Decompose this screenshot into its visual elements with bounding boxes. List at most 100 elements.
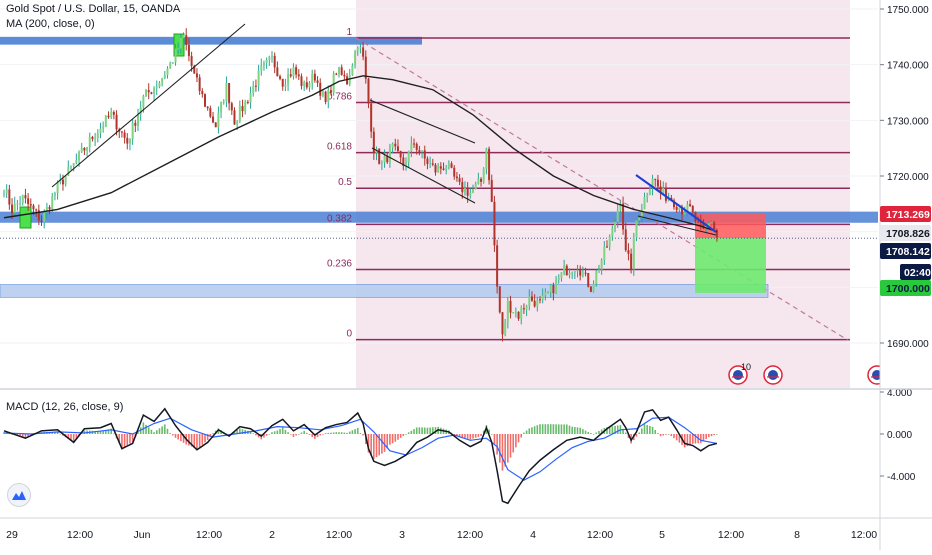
macd-hist-bar <box>566 424 568 434</box>
macd-hist-bar <box>340 432 343 434</box>
macd-hist-bar <box>8 433 11 435</box>
macd-hist-bar <box>147 427 150 434</box>
candle-body <box>498 286 501 313</box>
candle-body <box>646 194 649 198</box>
candle-body <box>485 148 488 169</box>
candle-body <box>313 73 316 81</box>
candle-body <box>431 163 434 165</box>
price-tag-label: 1700.000 <box>886 283 930 295</box>
macd-hist-bar <box>469 434 472 440</box>
macd-hist-bar <box>493 434 496 445</box>
candle-body <box>16 203 19 205</box>
macd-hist-bar <box>330 432 332 434</box>
macd-legend[interactable]: MACD (12, 26, close, 9) <box>6 401 124 413</box>
macd-hist-bar <box>509 434 512 458</box>
support-zone <box>0 211 878 223</box>
macd-hist-bar <box>97 431 99 434</box>
candle-body <box>225 83 228 102</box>
macd-hist-bar <box>590 433 592 434</box>
event-count: 10 <box>741 362 751 372</box>
ma-legend[interactable]: MA (200, close, 0) <box>6 18 95 30</box>
candle-body <box>64 175 67 185</box>
macd-hist-bar <box>434 427 437 434</box>
candle-body <box>83 147 86 151</box>
macd-hist-bar <box>606 427 608 434</box>
candle-body <box>169 63 172 69</box>
candle-body <box>209 108 212 117</box>
macd-hist-bar <box>172 434 174 436</box>
candle-body <box>434 164 437 173</box>
candle-body <box>707 223 710 226</box>
macd-hist-bar <box>410 430 413 434</box>
candle-body <box>429 163 432 165</box>
macd-hist-bar <box>348 431 351 434</box>
macd-hist-bar <box>198 434 201 448</box>
candle-body <box>289 74 292 77</box>
macd-hist-bar <box>402 434 405 436</box>
macd-hist-bar <box>504 434 506 467</box>
candle-body <box>573 270 576 273</box>
fib-background <box>356 0 850 388</box>
candle-body <box>664 188 667 201</box>
candle-body <box>662 188 665 193</box>
candle-body <box>198 77 201 91</box>
candle-body <box>415 143 418 151</box>
candle-body <box>78 151 81 160</box>
candle-body <box>512 312 515 314</box>
candle-body <box>32 205 35 210</box>
macd-hist-bar <box>279 428 281 434</box>
macd-hist-bar <box>670 434 673 437</box>
macd-hist-bar <box>700 434 702 443</box>
candle-body <box>295 67 298 75</box>
candle-body <box>238 105 241 122</box>
channel-lower-line <box>371 147 476 204</box>
tradingview-logo <box>7 483 31 507</box>
candle-body <box>115 114 118 130</box>
candle-body <box>163 75 166 79</box>
macd-hist-bar <box>496 434 498 455</box>
symbol-legend[interactable]: Gold Spot / U.S. Dollar, 15, OANDA <box>6 3 181 15</box>
candle-body <box>273 55 276 68</box>
candle-body <box>587 272 590 287</box>
macd-hist-bar <box>654 429 657 434</box>
macd-hist-bar <box>70 434 72 441</box>
candle-body <box>469 192 472 196</box>
fib-level-label: 0.618 <box>327 142 352 153</box>
candle-body <box>311 73 314 83</box>
candle-body <box>37 210 40 221</box>
time-tick-label: 8 <box>794 529 800 541</box>
mountain-icon <box>12 491 26 500</box>
candle-body <box>654 178 657 180</box>
candle-body <box>648 188 651 195</box>
macd-hist-bar <box>72 434 75 443</box>
macd-hist-bar <box>94 430 96 434</box>
candle-body <box>217 112 220 128</box>
price-tag-label: 02:40 <box>904 267 931 279</box>
candle-body <box>40 220 43 223</box>
candle-body <box>346 76 349 85</box>
time-tick-label: 12:00 <box>851 529 877 541</box>
macd-hist-bar <box>201 434 204 445</box>
candle-body <box>187 44 190 57</box>
candle-body <box>120 131 123 133</box>
candle-body <box>260 65 263 71</box>
candle-body <box>388 147 391 163</box>
candle-body <box>268 56 271 60</box>
candle-body <box>396 146 399 151</box>
candle-body <box>552 285 555 294</box>
macd-hist-bar <box>582 429 584 434</box>
candle-body <box>630 253 633 270</box>
candle-body <box>463 188 466 193</box>
candle-body <box>472 189 474 193</box>
candle-body <box>584 272 587 274</box>
ma-200-line <box>3 75 718 233</box>
candle-body <box>107 115 110 118</box>
candle-body <box>166 68 169 76</box>
marker-low <box>19 206 32 229</box>
macd-hist-bar <box>308 434 311 435</box>
candle-body <box>370 103 373 132</box>
macd-hist-bar <box>501 434 504 471</box>
candle-body <box>254 85 257 87</box>
